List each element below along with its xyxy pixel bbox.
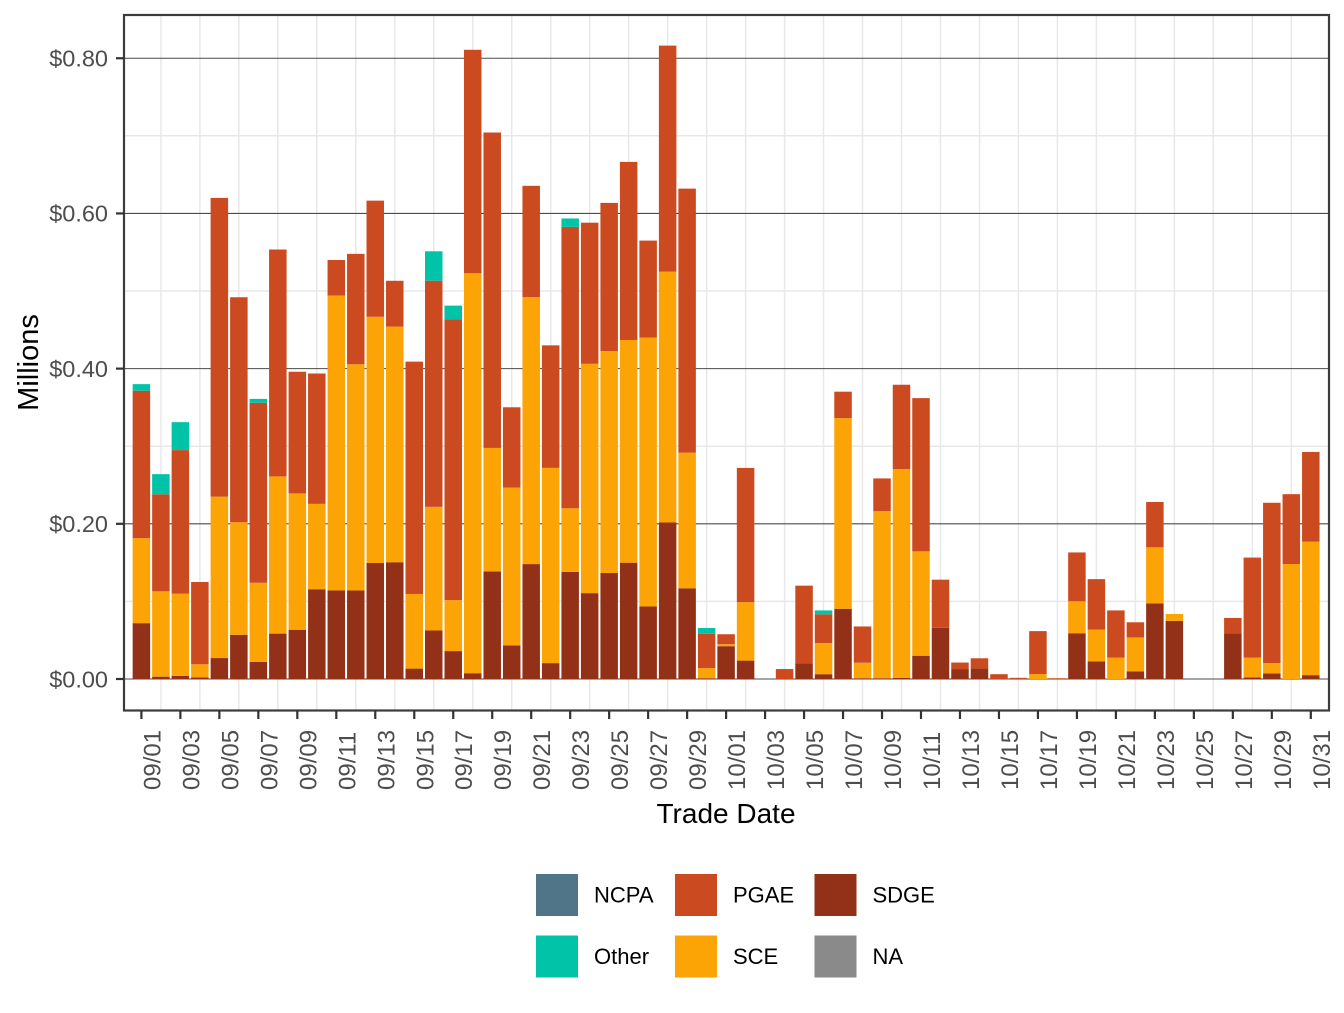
svg-text:09/15: 09/15	[412, 730, 439, 790]
svg-text:09/19: 09/19	[490, 730, 517, 790]
svg-text:$0.00: $0.00	[49, 666, 108, 692]
svg-text:09/13: 09/13	[373, 730, 400, 790]
svg-text:09/05: 09/05	[217, 730, 244, 790]
svg-text:10/09: 10/09	[880, 730, 907, 790]
svg-text:10/03: 10/03	[763, 730, 790, 790]
svg-text:10/15: 10/15	[997, 730, 1024, 790]
svg-text:09/29: 09/29	[685, 730, 712, 790]
svg-text:09/09: 09/09	[295, 730, 322, 790]
svg-text:10/21: 10/21	[1114, 730, 1141, 790]
svg-text:10/25: 10/25	[1192, 730, 1219, 790]
svg-text:10/11: 10/11	[919, 732, 946, 790]
svg-text:10/31: 10/31	[1309, 730, 1336, 790]
svg-text:Other: Other	[594, 944, 649, 969]
svg-text:NCPA: NCPA	[594, 883, 654, 908]
svg-text:NA: NA	[873, 944, 904, 969]
svg-text:$0.60: $0.60	[49, 201, 108, 227]
svg-text:PGAE: PGAE	[733, 883, 794, 908]
svg-text:$0.40: $0.40	[49, 356, 108, 382]
svg-text:10/13: 10/13	[958, 730, 985, 790]
svg-text:10/29: 10/29	[1270, 730, 1297, 790]
svg-text:10/17: 10/17	[1036, 730, 1063, 790]
svg-text:09/07: 09/07	[256, 730, 283, 790]
svg-text:SCE: SCE	[733, 944, 778, 969]
svg-text:09/17: 09/17	[451, 730, 478, 790]
svg-text:$0.20: $0.20	[49, 511, 108, 537]
svg-text:10/07: 10/07	[841, 730, 868, 790]
svg-text:09/11: 09/11	[334, 732, 361, 790]
svg-text:09/25: 09/25	[607, 730, 634, 790]
svg-text:09/01: 09/01	[139, 730, 166, 790]
svg-text:10/05: 10/05	[802, 730, 829, 790]
svg-text:09/21: 09/21	[529, 730, 556, 790]
svg-text:Millions: Millions	[13, 314, 45, 411]
svg-text:10/27: 10/27	[1231, 730, 1258, 790]
svg-text:SDGE: SDGE	[873, 883, 935, 908]
svg-text:09/03: 09/03	[178, 730, 205, 790]
svg-text:$0.80: $0.80	[49, 46, 108, 72]
svg-text:09/27: 09/27	[646, 730, 673, 790]
svg-text:Trade Date: Trade Date	[656, 798, 795, 829]
svg-text:09/23: 09/23	[568, 730, 595, 790]
svg-text:10/01: 10/01	[724, 730, 751, 790]
svg-text:10/19: 10/19	[1075, 730, 1102, 790]
svg-text:10/23: 10/23	[1153, 730, 1180, 790]
